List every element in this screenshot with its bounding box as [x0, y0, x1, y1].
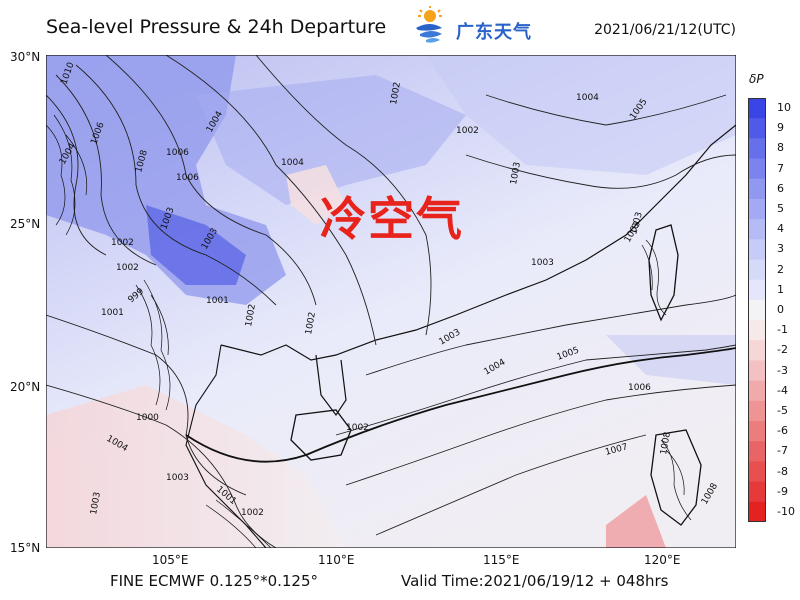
- coastline-luzon: [650, 429, 702, 526]
- init-time: 2021/06/21/12(UTC): [594, 22, 736, 38]
- coastline-mainland: [220, 124, 736, 361]
- colorbar-tick-label: -1: [777, 323, 788, 337]
- isobar-label: 1004: [576, 93, 599, 103]
- lat-label: 25°N: [10, 217, 41, 231]
- colorbar-tick-label: 7: [777, 161, 784, 175]
- colorbar-swatch: [748, 380, 766, 402]
- colorbar-swatch: [748, 178, 766, 200]
- isobar-label: 1006: [628, 383, 651, 393]
- isobar-label: 1002: [111, 238, 134, 248]
- colorbar-tick-label: 1: [777, 282, 784, 296]
- colorbar-tick-label: 3: [777, 242, 784, 256]
- isobar-label: 1003: [89, 491, 103, 515]
- colorbar-swatch: [748, 481, 766, 503]
- colorbar-swatch: [748, 421, 766, 442]
- colorbar-tick-label: 0: [777, 303, 784, 316]
- colorbar-frame: [748, 98, 766, 522]
- colorbar-tick-label: 2: [777, 262, 784, 276]
- sun-icon: [418, 6, 442, 22]
- colorbar-tick-label: 4: [777, 222, 784, 236]
- valid-time: Valid Time:2021/06/19/12 + 048hrs: [401, 572, 669, 590]
- isobar-label: 1003: [531, 258, 554, 268]
- model-info: FINE ECMWF 0.125°*0.125°: [110, 572, 319, 590]
- lat-label: 20°N: [10, 380, 41, 394]
- colorbar-swatch: [748, 98, 766, 119]
- colorbar-swatch: [748, 320, 766, 341]
- colorbar-tick-label: -5: [777, 403, 788, 417]
- colorbar-tick-label: -4: [777, 383, 788, 397]
- isobar-label: 1003: [509, 161, 523, 185]
- colorbar-title: δP: [749, 72, 764, 86]
- isobar-label: 1004: [281, 158, 304, 168]
- field-low-departure-sw: [46, 385, 346, 548]
- colorbar-tick-label: -3: [777, 363, 788, 377]
- colorbar-tick-label: -6: [777, 424, 788, 438]
- field-low-departure-spot: [286, 165, 346, 225]
- colorbar-swatch: [748, 239, 766, 261]
- colorbar-swatch: [748, 259, 766, 281]
- colorbar-swatch: [748, 118, 766, 139]
- isobar-label: 1003: [166, 473, 189, 483]
- colorbar-swatch: [748, 299, 766, 321]
- colorbar-swatch: [748, 279, 766, 301]
- isobar-label: 1000: [136, 413, 159, 423]
- isobar-label: 1002: [116, 263, 139, 273]
- isobar-label: 1008: [659, 431, 673, 456]
- isobar-major: [185, 347, 736, 463]
- lat-label: 15°N: [10, 541, 41, 555]
- weather-logo: [416, 6, 442, 43]
- isobar-label: 1002: [456, 126, 479, 136]
- colorbar-tick-label: 9: [777, 121, 784, 135]
- colorbar-swatch: [748, 219, 766, 240]
- lon-label: 120°E: [644, 553, 681, 567]
- field-high-departure-east: [606, 335, 736, 385]
- colorbar-swatch: [748, 198, 766, 220]
- isobar-label: 1002: [389, 81, 403, 105]
- coastline-hainan: [290, 409, 352, 461]
- colorbar-tick-label: 5: [777, 202, 784, 216]
- colorbar-swatch: [748, 441, 766, 462]
- colorbar-tick-label: -8: [777, 464, 788, 478]
- isobar-set: [46, 55, 736, 548]
- isobar-label: 1002: [244, 303, 258, 327]
- colorbar-swatch: [748, 461, 766, 483]
- colorbar-swatch: [748, 360, 766, 382]
- field-high-departure-core: [146, 205, 246, 285]
- lat-label: 30°N: [10, 50, 41, 64]
- colorbar-swatch: [748, 138, 766, 160]
- cold-air-annotation: 冷空气: [320, 192, 464, 246]
- field-high-departure-north: [196, 75, 466, 205]
- colorbar-tick-label: 6: [777, 181, 784, 195]
- isobar-label: 1001: [206, 296, 229, 306]
- lon-label: 115°E: [483, 553, 520, 567]
- map-title: Sea-level Pressure & 24h Departure: [46, 16, 387, 38]
- isobar-label: 1006: [176, 173, 199, 183]
- field-low-departure-se: [606, 495, 666, 548]
- colorbar-swatch: [748, 400, 766, 422]
- lon-label: 105°E: [152, 553, 189, 567]
- colorbar-swatch: [748, 158, 766, 180]
- colorbar: [748, 98, 766, 522]
- colorbar-swatch: [748, 501, 766, 522]
- colorbar-tick-label: 8: [777, 141, 784, 155]
- coastline-leizhou: [315, 354, 347, 417]
- isobar-label: 1002: [304, 311, 318, 335]
- colorbar-tick-label: -2: [777, 343, 788, 357]
- logo-text: 广东天气: [456, 22, 532, 43]
- coastline-taiwan: [648, 224, 679, 322]
- lon-label: 110°E: [318, 553, 355, 567]
- isobar-label: 1002: [346, 423, 369, 433]
- field-high-departure-ne: [426, 55, 736, 175]
- colorbar-swatch: [748, 340, 766, 361]
- colorbar-tick-label: -7: [777, 444, 788, 458]
- terrain-contours: [46, 114, 692, 548]
- isobar-label: 1001: [101, 308, 124, 318]
- pressure-map: 1010 1006 1004 1008 1006 1006 1004 1004 …: [46, 55, 736, 548]
- colorbar-tick-label: -10: [777, 504, 795, 518]
- colorbar-tick-label: -9: [777, 484, 788, 498]
- isobar-label: 1006: [166, 148, 189, 158]
- colorbar-tick-label: 10: [777, 101, 791, 115]
- isobar-label: 1002: [241, 508, 264, 518]
